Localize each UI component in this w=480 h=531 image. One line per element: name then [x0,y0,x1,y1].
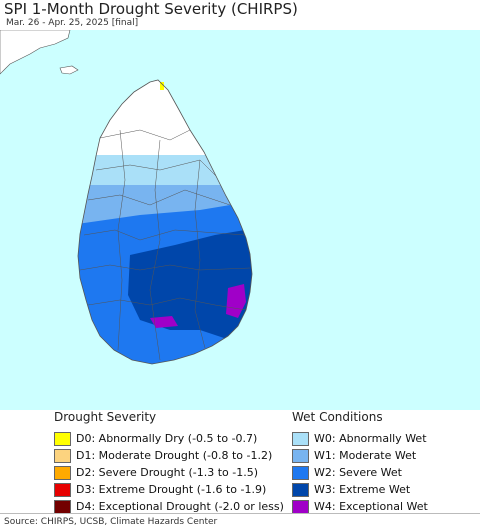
india-coast [0,30,71,75]
drought-legend: Drought Severity D0: Abnormally Dry (-0.… [54,410,284,515]
map-title: SPI 1-Month Drought Severity (CHIRPS) [4,0,298,18]
w4-zone-east [226,284,246,318]
swatch-w4 [292,499,309,514]
map-subtitle: Mar. 26 - Apr. 25, 2025 [final] [6,18,139,28]
legend-item-d1: D1: Moderate Drought (-0.8 to -1.2) [54,447,284,464]
district-boundaries [79,129,251,361]
legend-item-d3: D3: Extreme Drought (-1.6 to -1.9) [54,481,284,498]
swatch-d4 [54,499,71,514]
swatch-d2 [54,465,71,480]
swatch-w0 [292,431,309,446]
drought-legend-title: Drought Severity [54,410,157,424]
legend-item-d4: D4: Exceptional Drought (-2.0 or less) [54,498,284,515]
wet-legend-title: Wet Conditions [292,410,383,424]
w0-zone [78,155,252,190]
d0-speck [160,82,164,90]
swatch-d3 [54,482,71,497]
swatch-w3 [292,482,309,497]
mannar-island [59,65,79,75]
legend-item-d0: D0: Abnormally Dry (-0.5 to -0.7) [54,430,284,447]
w4-zone-south [150,316,178,328]
legend-item-d2: D2: Severe Drought (-1.3 to -1.5) [54,464,284,481]
sri-lanka-map [0,30,253,365]
wet-legend: Wet Conditions W0: Abnormally Wet W1: Mo… [292,410,428,515]
source-credit: Source: CHIRPS, UCSB, Climate Hazards Ce… [0,513,480,530]
legend-item-w1: W1: Moderate Wet [292,447,428,464]
map-panel [0,30,480,410]
swatch-d0 [54,431,71,446]
legend-item-w4: W4: Exceptional Wet [292,498,428,515]
swatch-d1 [54,448,71,463]
legend-item-w0: W0: Abnormally Wet [292,430,428,447]
legend-item-w3: W3: Extreme Wet [292,481,428,498]
swatch-w2 [292,465,309,480]
legend-item-w2: W2: Severe Wet [292,464,428,481]
swatch-w1 [292,448,309,463]
